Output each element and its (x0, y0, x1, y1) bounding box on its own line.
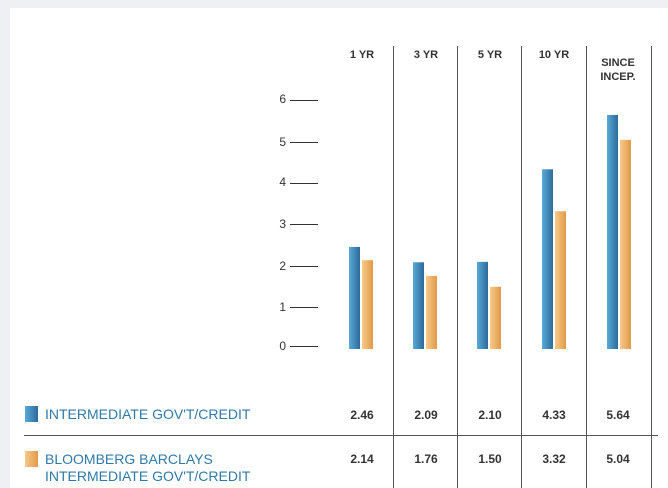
bar-series1-5yr (477, 261, 488, 349)
legend-swatch-series1 (25, 406, 38, 422)
bar-series2-5yr (490, 286, 501, 349)
bar-series2-1yr (362, 260, 373, 349)
table-row-separator (24, 435, 658, 436)
legend-swatch-series2 (25, 451, 38, 467)
legend-label-series2-line2: INTERMEDIATE GOV'T/CREDIT (45, 468, 251, 484)
y-tick-line-5 (290, 142, 318, 143)
table-cell-row1-10yr: 4.33 (542, 408, 566, 422)
table-cell-row1-3yr: 2.09 (414, 408, 438, 422)
col-separator-5 (651, 46, 652, 488)
bar-series1-since-incep (607, 114, 618, 349)
legend-label-series2: BLOOMBERG BARCLAYS INTERMEDIATE GOV'T/CR… (45, 451, 250, 485)
y-tick-line-6 (290, 100, 318, 101)
table-cell-row2-10yr: 3.32 (542, 452, 566, 466)
y-tick-line-0 (290, 346, 318, 347)
y-tick-2: 2 (279, 259, 286, 273)
table-cell-row1-5yr: 2.10 (478, 408, 502, 422)
col-separator-1 (393, 46, 394, 488)
y-tick-line-1 (290, 307, 318, 308)
bar-series2-3yr (426, 275, 437, 349)
col-header-3yr: 3 YR (413, 49, 439, 61)
col-separator-2 (457, 46, 458, 488)
bar-series1-1yr (349, 246, 360, 349)
bar-series1-3yr (413, 262, 424, 349)
y-tick-1: 1 (279, 300, 286, 314)
y-tick-4: 4 (279, 175, 286, 189)
col-header-1yr: 1 YR (349, 49, 375, 61)
y-tick-line-2 (290, 266, 318, 267)
table-cell-row2-since-incep: 5.04 (606, 452, 630, 466)
col-separator-3 (521, 46, 522, 488)
y-tick-line-3 (290, 224, 318, 225)
table-cell-row2-1yr: 2.14 (350, 452, 374, 466)
col-header-10yr: 10 YR (538, 49, 570, 61)
y-tick-6: 6 (279, 92, 286, 106)
legend-label-series1: INTERMEDIATE GOV'T/CREDIT (45, 406, 251, 422)
table-cell-row2-5yr: 1.50 (478, 452, 502, 466)
bar-series1-10yr (542, 169, 553, 349)
col-separator-4 (586, 46, 587, 488)
table-cell-row1-since-incep: 5.64 (606, 408, 630, 422)
y-tick-line-4 (290, 183, 318, 184)
table-cell-row1-1yr: 2.46 (350, 408, 374, 422)
col-header-since-incep: SINCE INCEP. (600, 57, 636, 83)
y-tick-3: 3 (279, 217, 286, 231)
bar-series2-10yr (555, 211, 566, 349)
y-tick-5: 5 (279, 135, 286, 149)
bar-series2-since-incep (620, 139, 631, 349)
y-tick-0: 0 (279, 339, 286, 353)
legend-label-series2-line1: BLOOMBERG BARCLAYS (45, 451, 213, 467)
col-header-5yr: 5 YR (477, 49, 503, 61)
table-cell-row2-3yr: 1.76 (414, 452, 438, 466)
